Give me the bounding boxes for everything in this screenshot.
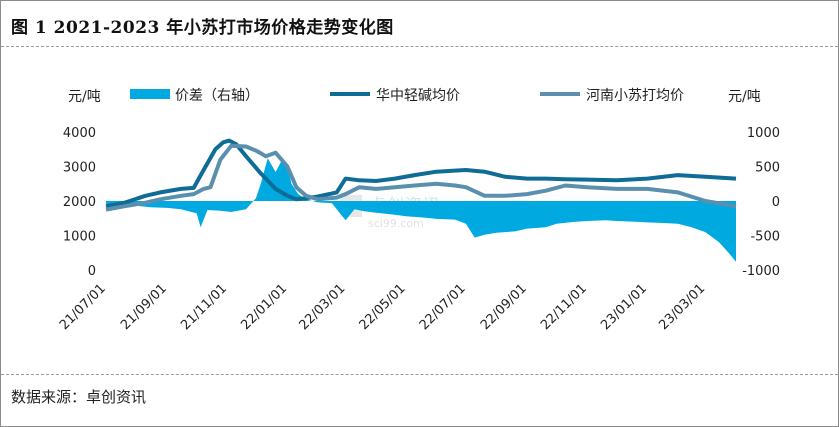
right-axis-unit: 元/吨 — [728, 89, 761, 105]
spread-area-layer — [106, 158, 736, 262]
price-line-layer — [105, 138, 737, 212]
x-tick-label: 22/03/01 — [297, 281, 349, 333]
legend: 价差（右轴） 华中轻碱均价 河南小苏打均价 — [130, 87, 684, 104]
right-axis-ticks: 1000 500 0 -500 -1000 — [742, 126, 780, 279]
x-tick-label: 23/03/01 — [656, 281, 708, 333]
chart-svg: 卓创资讯 sci99.com 元/吨 元/吨 价差（右轴） 华中轻碱均价 河南小… — [57, 87, 780, 333]
legend-label-spread: 价差（右轴） — [175, 88, 259, 104]
x-tick-label: 22/01/01 — [238, 281, 290, 333]
watermark-url: sci99.com — [368, 217, 424, 230]
legend-label-baking-soda: 河南小苏打均价 — [586, 87, 684, 104]
data-source: 数据来源：卓创资讯 — [11, 388, 147, 406]
x-tick-label: 22/07/01 — [417, 281, 469, 333]
left-tick-label: 4000 — [63, 126, 96, 141]
left-axis-ticks: 4000 3000 2000 1000 0 — [63, 126, 96, 279]
x-tick-label: 22/11/01 — [538, 281, 590, 333]
x-tick-label: 21/11/01 — [178, 281, 230, 333]
x-tick-label: 23/01/01 — [598, 281, 650, 333]
x-axis-ticks: 21/07/01 21/09/01 21/11/01 22/01/01 22/03/01… — [57, 281, 708, 333]
left-tick-label: 1000 — [63, 230, 96, 245]
series-line-baking-soda — [105, 143, 737, 212]
series-area-spread — [106, 158, 736, 262]
right-tick-label: 1000 — [747, 126, 780, 141]
x-tick-label: 22/09/01 — [478, 281, 530, 333]
left-tick-label: 3000 — [63, 161, 96, 176]
title-bar: 图 1 2021-2023 年小苏打市场价格走势变化图 — [1, 1, 838, 47]
right-tick-label: 500 — [755, 161, 780, 176]
right-tick-label: 0 — [772, 195, 780, 210]
footer-bar: 数据来源：卓创资讯 — [1, 374, 838, 427]
x-tick-label: 21/07/01 — [57, 281, 109, 333]
x-tick-label: 21/09/01 — [118, 281, 170, 333]
left-tick-label: 2000 — [63, 195, 96, 210]
series-line-soda-ash — [105, 138, 737, 209]
chart-title: 图 1 2021-2023 年小苏打市场价格走势变化图 — [11, 18, 394, 38]
left-axis-unit: 元/吨 — [68, 89, 101, 105]
legend-swatch-spread — [130, 89, 170, 99]
right-tick-label: -1000 — [742, 264, 780, 279]
legend-label-soda-ash: 华中轻碱均价 — [376, 88, 460, 104]
left-tick-label: 0 — [88, 264, 96, 279]
right-tick-label: -500 — [750, 230, 780, 245]
x-tick-label: 22/05/01 — [357, 281, 409, 333]
